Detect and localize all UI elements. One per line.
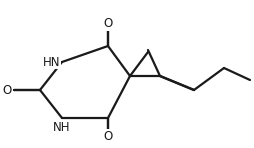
Text: HN: HN (42, 56, 60, 69)
Text: NH: NH (53, 121, 71, 134)
Text: O: O (103, 17, 113, 30)
Text: O: O (103, 130, 113, 143)
Text: O: O (3, 83, 12, 96)
